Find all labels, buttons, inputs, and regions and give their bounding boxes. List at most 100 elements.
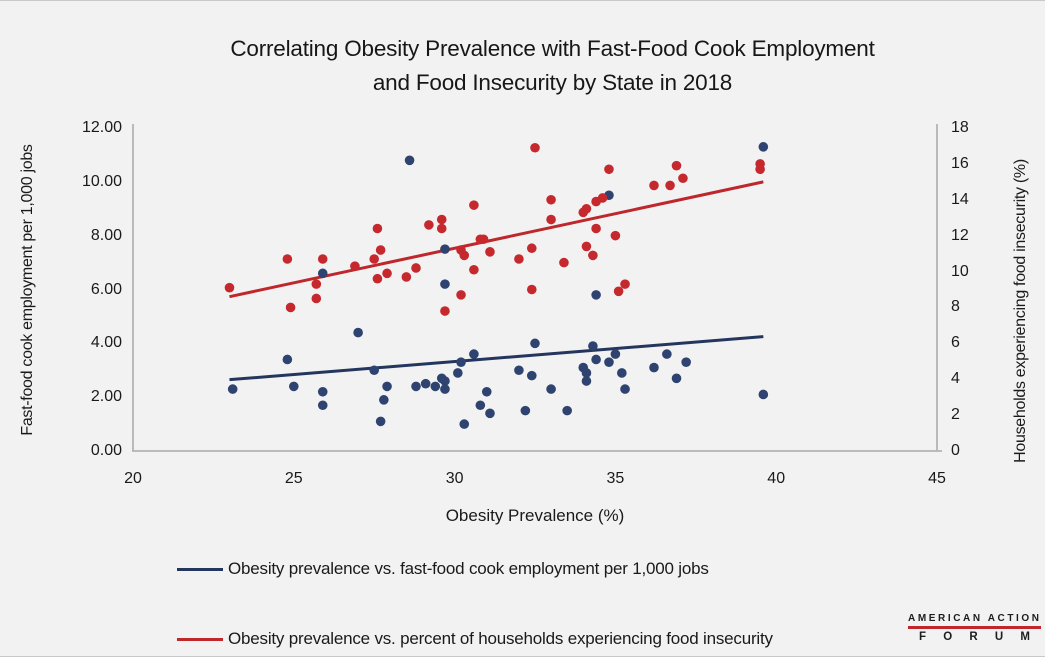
fast-food-cook-employment-point — [404, 155, 415, 166]
american-action-forum-logo: AMERICAN ACTION F O R U M — [908, 613, 1041, 643]
fast-food-cook-employment-point — [475, 400, 486, 411]
chart-title-line2: and Food Insecurity by State in 2018 — [372, 70, 733, 95]
food-insecurity-point — [459, 250, 470, 261]
food-insecurity-point — [224, 282, 235, 293]
food-insecurity-point — [282, 254, 293, 264]
y-right-tick-label: 2 — [951, 406, 960, 424]
food-insecurity-point — [588, 250, 598, 261]
food-insecurity-point — [610, 230, 621, 241]
fast-food-cook-employment-point — [481, 386, 492, 397]
fast-food-cook-employment-trendline — [229, 335, 764, 382]
fast-food-cook-employment-point — [514, 365, 524, 376]
food-insecurity-point — [581, 203, 592, 214]
food-insecurity-point — [478, 234, 489, 245]
food-insecurity-point — [581, 241, 592, 252]
food-insecurity-point — [285, 302, 296, 313]
food-insecurity-point — [546, 194, 556, 205]
food-insecurity-point — [559, 257, 569, 268]
fast-food-cook-employment-point — [456, 357, 466, 367]
food-insecurity-point — [678, 173, 688, 184]
fast-food-cook-employment-point — [617, 368, 627, 378]
fast-food-cook-employment-point — [420, 378, 431, 389]
y-right-tick-label: 16 — [951, 154, 969, 172]
x-tick-label: 30 — [445, 470, 464, 487]
y-right-tick-label: 0 — [951, 442, 960, 459]
fast-food-cook-employment-point — [227, 384, 238, 394]
food-insecurity-point — [372, 273, 383, 284]
food-insecurity-point — [440, 306, 450, 316]
fast-food-cook-employment-point — [758, 389, 769, 400]
food-insecurity-point — [526, 243, 537, 254]
y-left-tick-label: 8.00 — [90, 226, 122, 244]
food-insecurity-point — [375, 245, 386, 255]
legend-item-insecurity: Obesity prevalence vs. percent of househ… — [177, 629, 773, 649]
food-insecurity-point — [350, 261, 360, 271]
fast-food-cook-employment-point — [440, 279, 450, 289]
food-insecurity-point — [604, 164, 614, 175]
fast-food-cook-employment-point — [604, 357, 614, 367]
fast-food-cook-employment-point — [440, 384, 450, 394]
fast-food-cook-employment-point — [282, 354, 293, 365]
fast-food-cook-employment-point — [662, 349, 672, 359]
y-right-tick-label: 6 — [951, 334, 960, 352]
y-right-tick-label: 14 — [951, 190, 969, 208]
y-right-tick-label: 8 — [951, 298, 960, 316]
fast-food-cook-employment-point — [681, 357, 691, 367]
food-insecurity-point — [369, 254, 380, 264]
food-insecurity-point — [372, 223, 383, 234]
fast-food-cook-employment-point — [375, 416, 386, 427]
fast-food-cook-employment-point — [453, 368, 463, 378]
x-tick-label: 20 — [124, 470, 142, 487]
fast-food-cook-employment-point — [526, 370, 537, 381]
y-left-tick-label: 12.00 — [81, 119, 122, 136]
fast-food-cook-employment-point — [379, 395, 389, 405]
food-insecurity-point — [665, 180, 675, 191]
food-insecurity-point — [755, 164, 765, 175]
y-left-tick-label: 4.00 — [90, 334, 122, 352]
legend-item-employment: Obesity prevalence vs. fast-food cook em… — [177, 559, 709, 579]
food-insecurity-point — [424, 220, 434, 230]
food-insecurity-point — [613, 286, 624, 297]
y-right-tick-label: 4 — [951, 370, 960, 388]
y-left-tick-label: 0.00 — [90, 442, 122, 459]
fast-food-cook-employment-point — [317, 386, 328, 397]
fast-food-cook-employment-point — [440, 244, 450, 254]
x-tick-label: 35 — [606, 470, 625, 487]
fast-food-cook-employment-point — [591, 290, 601, 300]
logo-text-forum: F O R U M — [919, 630, 1037, 643]
legend-label-employment: Obesity prevalence vs. fast-food cook em… — [228, 559, 709, 578]
y-left-tick-label: 10.00 — [81, 172, 122, 190]
food-insecurity-point — [382, 268, 392, 279]
food-insecurity-point — [456, 290, 466, 300]
right-axis-title: Households experiencing food insecurity … — [1012, 159, 1029, 463]
left-axis-title: Fast-food cook employment per 1,000 jobs — [19, 144, 36, 436]
legend-line-blue — [177, 567, 223, 571]
y-left-tick-label: 2.00 — [90, 388, 122, 406]
fast-food-cook-employment-point — [546, 384, 556, 394]
fast-food-cook-employment-point — [485, 408, 495, 419]
food-insecurity-point — [671, 160, 682, 171]
fast-food-cook-employment-point — [581, 376, 592, 386]
food-insecurity-point — [591, 223, 601, 234]
fast-food-cook-employment-point — [289, 381, 299, 392]
fast-food-cook-employment-point — [581, 368, 592, 378]
food-insecurity-point — [620, 279, 630, 289]
x-axis-title: Obesity Prevalence (%) — [445, 506, 625, 525]
y-left-tick-label: 6.00 — [90, 280, 122, 298]
fast-food-cook-employment-point — [317, 268, 328, 279]
fast-food-cook-employment-point — [671, 373, 682, 384]
fast-food-cook-employment-point — [469, 349, 479, 359]
logo-red-rule — [908, 626, 1041, 629]
y-right-tick-label: 10 — [951, 262, 969, 280]
fast-food-cook-employment-point — [382, 381, 392, 392]
fast-food-cook-employment-point — [620, 384, 630, 394]
food-insecurity-point — [514, 254, 524, 264]
food-insecurity-point — [469, 200, 479, 210]
food-insecurity-point — [401, 272, 412, 282]
fast-food-cook-employment-point — [520, 405, 531, 416]
fast-food-cook-employment-point — [459, 419, 470, 429]
food-insecurity-point — [436, 223, 447, 234]
food-insecurity-point — [436, 214, 447, 225]
fast-food-cook-employment-point — [591, 354, 601, 365]
